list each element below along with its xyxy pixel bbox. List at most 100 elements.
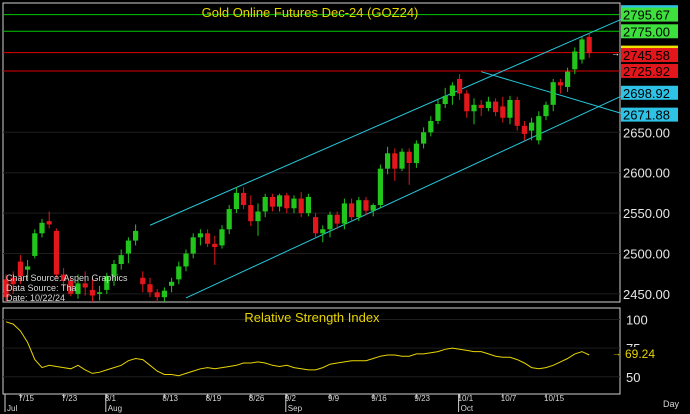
candle-down — [457, 78, 463, 94]
candle-down — [10, 277, 16, 285]
candle-down — [17, 261, 23, 277]
chart-title: Gold Online Futures Dec-24 (GOZ24) — [202, 5, 419, 20]
source-line-1: Chart Source: Aspen Graphics — [6, 273, 128, 283]
candle-up — [305, 196, 311, 214]
candle-down — [140, 277, 146, 285]
candle-down — [154, 292, 160, 298]
date-tick-label: 10/7 — [501, 394, 517, 403]
candle-down — [248, 205, 254, 222]
candle-down — [298, 198, 304, 214]
date-tick-label: 8/19 — [206, 394, 222, 403]
candle-up — [183, 253, 189, 267]
candle-down — [586, 36, 592, 54]
price-gridlines — [3, 131, 620, 295]
candle-down — [3, 279, 9, 298]
price-tag-label: 2725.92 — [623, 64, 670, 79]
candle-up — [385, 153, 391, 169]
candle-up — [435, 104, 441, 121]
x-unit-label: Day — [663, 399, 680, 409]
candle-up — [161, 290, 167, 298]
price-tag-label: 2698.92 — [623, 86, 670, 101]
candle-up — [485, 101, 491, 109]
candle-down — [392, 153, 398, 169]
candle-up — [125, 240, 131, 254]
candle-up — [341, 203, 347, 224]
candle-up — [104, 276, 110, 290]
candle-down — [349, 203, 355, 218]
candle-up — [543, 104, 549, 117]
month-label: Aug — [108, 404, 122, 413]
month-labels: Jul Aug Sep Oct — [4, 394, 474, 413]
candle-up — [39, 222, 45, 234]
candle-down — [493, 101, 499, 113]
price-panel: → Gold Online Futures Dec-24 (GOZ24) Cha… — [2, 2, 626, 303]
price-tag-label: 2671.88 — [623, 108, 670, 123]
rsi-last-tag: → 69.24 — [612, 347, 659, 361]
candle-down — [147, 284, 153, 293]
price-tag-box — [621, 24, 678, 39]
price-tick-label: 2450.00 — [623, 287, 670, 302]
date-tick-label: 9/23 — [414, 394, 430, 403]
candle-down — [68, 280, 74, 294]
candle-up — [226, 209, 232, 230]
candle-up — [327, 214, 333, 230]
candle-up — [233, 192, 239, 210]
price-tag-label: 2745.58 — [623, 48, 670, 63]
candle-down — [284, 195, 290, 209]
candle-down — [406, 151, 412, 164]
date-tick-label: 9/16 — [371, 394, 387, 403]
candle-down — [53, 230, 59, 275]
candle-up — [169, 281, 175, 286]
price-tag-box — [621, 48, 678, 63]
month-label: Jul — [7, 404, 17, 413]
candle-up — [471, 104, 477, 112]
candle-down — [82, 283, 88, 288]
date-tick-label: 9/2 — [285, 394, 297, 403]
candle-up — [579, 39, 585, 60]
price-tag-box — [621, 107, 678, 122]
candle-up — [277, 195, 283, 207]
candle-up — [507, 99, 513, 118]
candle-down — [557, 82, 563, 86]
candle-up — [550, 82, 556, 105]
date-tick-label: 10/1 — [458, 394, 474, 403]
date-tick-labels: 7/15 7/23 8/1 8/13 8/19 8/26 9/2 9/9 9/16 9/23 10/… — [18, 394, 565, 403]
candle-up — [176, 266, 182, 280]
source-line-3: Date: 10/22/24 — [6, 293, 65, 303]
candle-up — [118, 255, 124, 265]
price-axis: 2450.00 2500.00 2550.00 2600.00 2650.00 2798… — [621, 5, 678, 302]
date-tick-label: 9/9 — [328, 394, 340, 403]
rsi-arrow-icon: → — [612, 348, 621, 358]
candle-up — [442, 95, 448, 105]
candle-up — [421, 132, 427, 144]
price-level-lines — [3, 14, 620, 72]
price-tag-labels: 2798.632795.672775.002748.602745.582725.… — [621, 5, 678, 123]
price-tick-label: 2550.00 — [623, 206, 670, 221]
candle-up — [291, 198, 297, 209]
candle-up — [565, 71, 571, 88]
candle-down — [212, 243, 218, 248]
price-tick-labels: 2450.00 2500.00 2550.00 2600.00 2650.00 — [623, 125, 670, 302]
price-tag-label: 2795.67 — [623, 8, 670, 23]
candle-up — [133, 230, 139, 241]
candle-up — [377, 168, 383, 206]
candle-down — [61, 274, 67, 281]
date-tick-label: 8/26 — [249, 394, 265, 403]
rsi-title: Relative Strength Index — [244, 310, 380, 325]
trendline — [185, 93, 626, 299]
candle-up — [219, 229, 225, 246]
price-tag-box — [621, 63, 678, 78]
candle-up — [25, 266, 31, 270]
candle-up — [399, 151, 405, 169]
candle-up — [370, 205, 376, 211]
last-price-arrow-icon: → — [611, 48, 620, 58]
candle-up — [320, 229, 326, 234]
price-tag-box — [621, 7, 678, 22]
candle-up — [262, 196, 268, 212]
candle-up — [356, 200, 362, 218]
source-line-2: Data Source: Tha — [6, 283, 76, 293]
candle-down — [46, 221, 52, 225]
candle-up — [197, 233, 203, 238]
price-tag-box — [621, 85, 678, 100]
